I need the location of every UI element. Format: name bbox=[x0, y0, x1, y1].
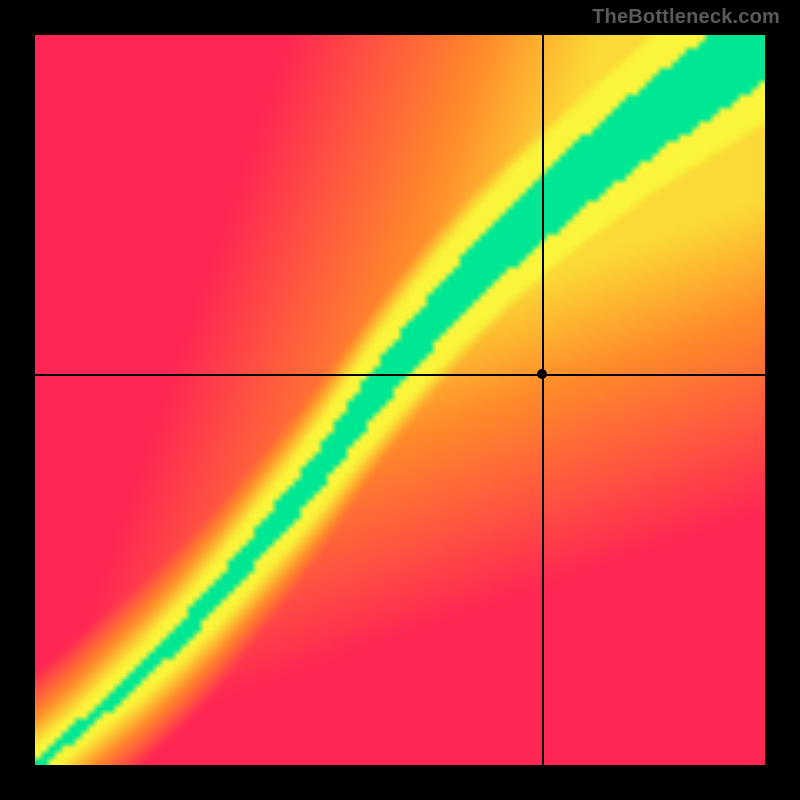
crosshair-horizontal bbox=[35, 374, 765, 376]
heatmap-canvas bbox=[35, 35, 765, 765]
marker-dot bbox=[537, 369, 547, 379]
crosshair-vertical bbox=[542, 35, 544, 765]
watermark-text: TheBottleneck.com bbox=[592, 6, 780, 29]
bottleneck-heatmap bbox=[35, 35, 765, 765]
